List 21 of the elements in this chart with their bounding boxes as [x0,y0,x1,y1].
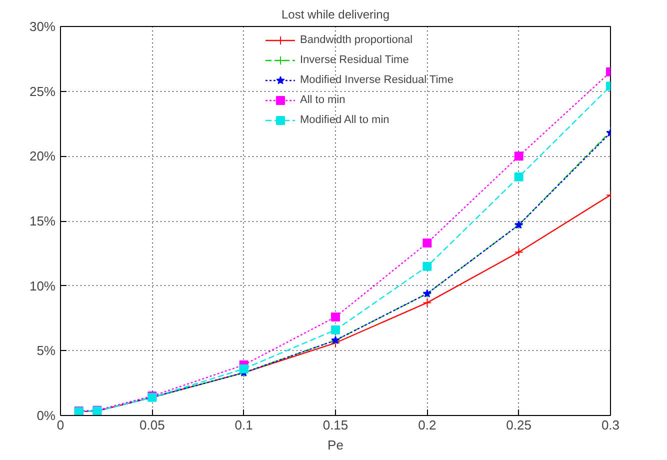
x-axis-title: Pe [328,438,344,452]
y-tick-label: 25% [29,84,56,99]
legend-label: Modified All to min [300,114,390,126]
y-tick-label: 20% [29,148,56,164]
x-tick-label: 0.15 [322,418,348,432]
x-tick-label: 0 [56,418,64,432]
legend-label: All to min [300,94,346,106]
y-tick-label: 15% [29,214,56,228]
legend-label: Modified Inverse Residual Time [300,74,454,86]
chart-title: Lost while delivering [281,8,390,22]
x-tick-label: 0.3 [601,418,620,432]
y-tick-label: 0% [36,408,56,423]
x-tick-label: 0.1 [234,418,253,432]
y-tick-label: 30% [29,19,56,34]
y-tick-label: 10% [29,278,56,294]
y-tick-label: 5% [36,343,56,358]
x-tick-label: 0.25 [506,418,532,432]
legend-label: Inverse Residual Time [300,54,409,66]
x-tick-label: 0.2 [418,418,436,432]
x-tick-label: 0.05 [140,418,165,432]
legend-label: Bandwidth proportional [300,34,413,46]
